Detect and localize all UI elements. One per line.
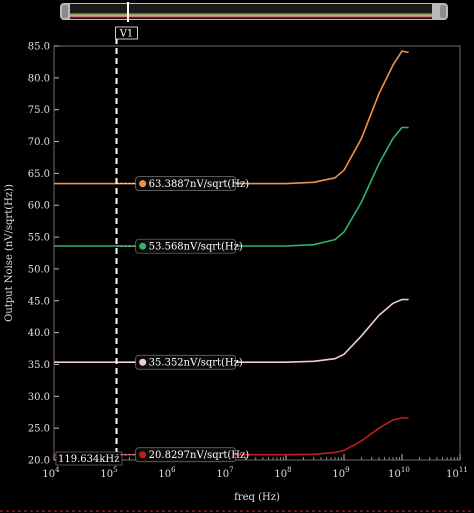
marker-dot[interactable] (139, 358, 147, 366)
y-tick-label: 20.0 (28, 456, 50, 467)
cursor-name-box (115, 26, 138, 40)
marker-label-box (135, 238, 237, 254)
marker-label: 63.3887nV/sqrt(Hz) (149, 179, 250, 190)
y-tick-label: 50.0 (28, 264, 50, 275)
y-tick-label: 40.0 (28, 328, 50, 339)
y-tick-label: 25.0 (28, 424, 50, 435)
markers-group: 63.3887nV/sqrt(Hz) 53.568nV/sqrt(Hz) 35.35… (116, 176, 250, 463)
marker-dot[interactable] (139, 451, 147, 459)
x-tick-label: 107 (216, 466, 233, 480)
cursor-value: 119.634kHz (58, 454, 119, 465)
y-tick-label: 65.0 (28, 169, 50, 180)
y-tick-label: 60.0 (28, 201, 50, 212)
y-axis-title: Output Noise (nV/sqrt(Hz)) (4, 184, 15, 322)
y-tick-label: 70.0 (28, 137, 50, 148)
y-tick-label: 45.0 (28, 296, 50, 307)
marker-label: 35.352nV/sqrt(Hz) (149, 358, 243, 369)
x-tick-label: 104 (42, 466, 60, 480)
y-tick-label: 35.0 (28, 360, 50, 371)
y-tick-label: 85.0 (28, 42, 50, 53)
cursor-name: V1 (119, 29, 134, 40)
cursor-value-box (55, 451, 123, 466)
marker-dot[interactable] (139, 180, 147, 188)
plot-frame (53, 45, 461, 461)
y-axis: 20.0 25.0 30.0 35.0 40.0 45.0 50.0 55.0 60.0 65.0… (28, 42, 59, 467)
cursor-v1[interactable]: V1 119.634kHz (55, 26, 138, 466)
x-axis-title: freq (Hz) (234, 492, 280, 503)
marker-label-box (135, 176, 237, 191)
marker-label: 20.8297nV/sqrt(Hz) (149, 450, 250, 461)
marker-dot[interactable] (139, 242, 147, 250)
x-tick-label: 105 (100, 466, 117, 480)
x-tick-label: 106 (158, 466, 176, 480)
overview-scrollbar[interactable] (60, 2, 448, 22)
x-tick-label: 1010 (388, 466, 410, 480)
x-axis: 104 105 106 107 108 109 1010 1011 (42, 454, 468, 480)
marker-label-box (135, 354, 237, 370)
x-tick-label: 1011 (446, 466, 468, 480)
series-line-0 (54, 50, 409, 185)
y-tick-label: 30.0 (28, 392, 50, 403)
x-tick-label: 108 (274, 466, 291, 480)
x-tick-label: 109 (332, 466, 349, 480)
y-tick-label: 75.0 (28, 105, 50, 116)
y-tick-label: 80.0 (28, 73, 50, 84)
series-line-2 (54, 298, 409, 364)
marker-label-box (135, 447, 237, 463)
marker-label: 53.568nV/sqrt(Hz) (149, 242, 243, 253)
scroll-handle-right[interactable] (440, 5, 446, 18)
y-tick-label: 55.0 (28, 233, 50, 244)
scroll-handle-left[interactable] (62, 5, 68, 18)
